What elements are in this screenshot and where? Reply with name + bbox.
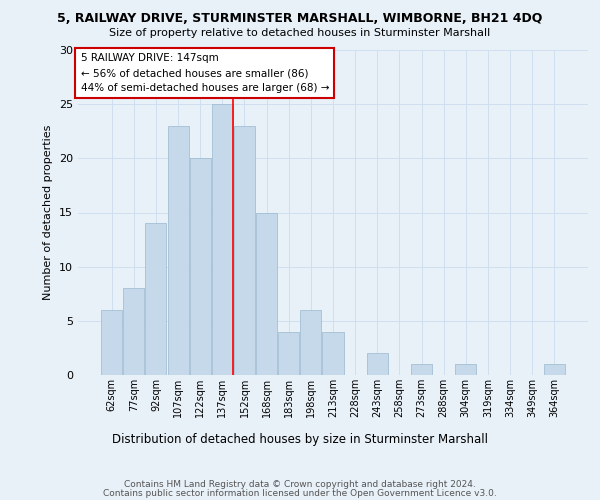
Bar (101, 310, 122, 375)
Bar (234, 126, 255, 375)
Text: 5 RAILWAY DRIVE: 147sqm
← 56% of detached houses are smaller (86)
44% of semi-de: 5 RAILWAY DRIVE: 147sqm ← 56% of detache… (80, 53, 329, 93)
Bar (256, 212, 277, 375)
Bar (278, 332, 299, 375)
Bar (190, 158, 211, 375)
Bar (411, 364, 432, 375)
Text: Contains public sector information licensed under the Open Government Licence v3: Contains public sector information licen… (103, 489, 497, 498)
Text: Contains HM Land Registry data © Crown copyright and database right 2024.: Contains HM Land Registry data © Crown c… (124, 480, 476, 489)
Bar (544, 364, 565, 375)
Bar (367, 354, 388, 375)
Bar (212, 104, 233, 375)
Text: Distribution of detached houses by size in Sturminster Marshall: Distribution of detached houses by size … (112, 432, 488, 446)
Bar (455, 364, 476, 375)
Bar (145, 224, 166, 375)
Text: 5, RAILWAY DRIVE, STURMINSTER MARSHALL, WIMBORNE, BH21 4DQ: 5, RAILWAY DRIVE, STURMINSTER MARSHALL, … (58, 12, 542, 26)
Bar (322, 332, 344, 375)
Bar (301, 310, 322, 375)
Bar (124, 288, 145, 375)
Y-axis label: Number of detached properties: Number of detached properties (43, 125, 53, 300)
Bar (167, 126, 188, 375)
Text: Size of property relative to detached houses in Sturminster Marshall: Size of property relative to detached ho… (109, 28, 491, 38)
